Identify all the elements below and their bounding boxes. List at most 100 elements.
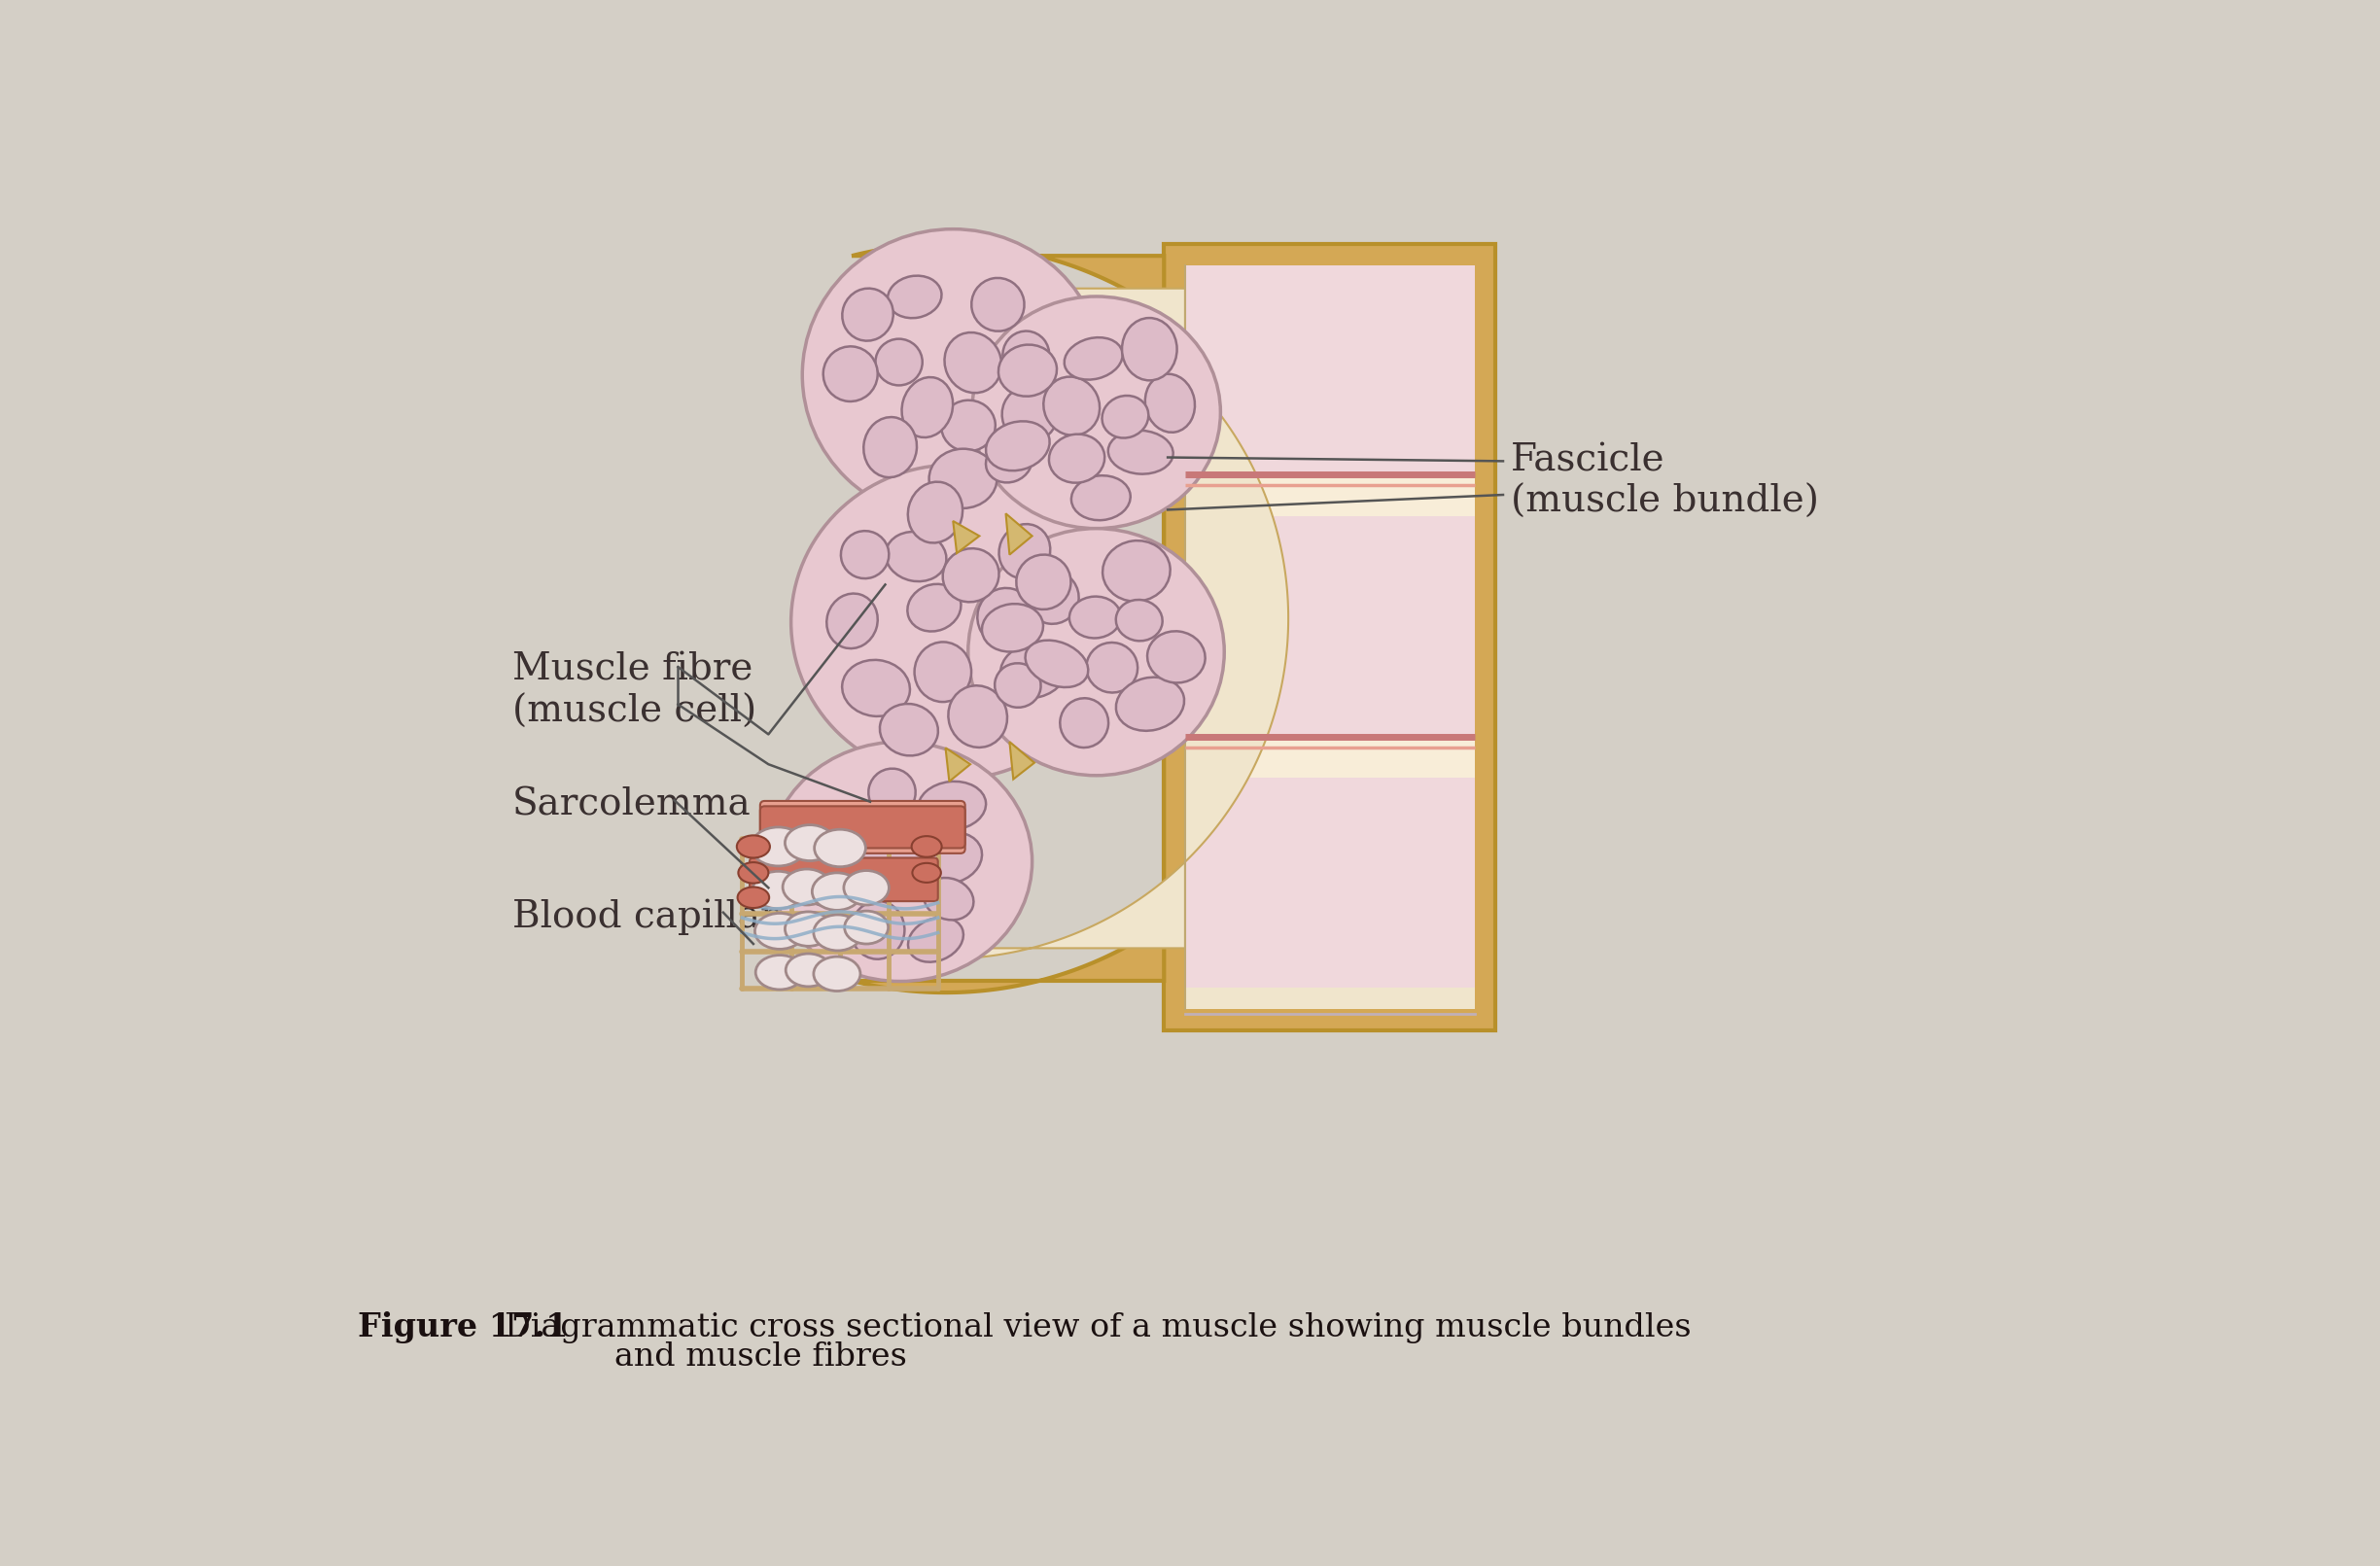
Ellipse shape — [1071, 476, 1130, 520]
Ellipse shape — [852, 900, 904, 958]
Ellipse shape — [1026, 640, 1088, 687]
Ellipse shape — [738, 886, 769, 908]
Ellipse shape — [1059, 698, 1109, 747]
Polygon shape — [852, 244, 1323, 993]
Text: and muscle fibres: and muscle fibres — [614, 1340, 907, 1372]
Text: Blood capillary: Blood capillary — [512, 899, 800, 936]
Ellipse shape — [1116, 600, 1161, 640]
Ellipse shape — [947, 686, 1007, 747]
Ellipse shape — [1069, 597, 1121, 637]
Ellipse shape — [814, 957, 859, 991]
Ellipse shape — [754, 955, 804, 990]
Ellipse shape — [928, 449, 997, 509]
Polygon shape — [952, 521, 981, 553]
Ellipse shape — [995, 664, 1040, 708]
Ellipse shape — [997, 345, 1057, 396]
Bar — [1185, 265, 1476, 474]
Ellipse shape — [969, 528, 1223, 775]
Ellipse shape — [1000, 644, 1066, 698]
Ellipse shape — [971, 296, 1221, 528]
Ellipse shape — [881, 703, 938, 756]
Ellipse shape — [769, 742, 1033, 982]
Bar — [1185, 515, 1476, 736]
Ellipse shape — [823, 346, 878, 401]
Ellipse shape — [1085, 642, 1138, 692]
Ellipse shape — [912, 863, 940, 883]
Ellipse shape — [1042, 377, 1100, 435]
Ellipse shape — [983, 604, 1042, 651]
Ellipse shape — [1064, 337, 1123, 379]
Ellipse shape — [845, 871, 890, 905]
Ellipse shape — [800, 855, 850, 905]
Ellipse shape — [752, 871, 804, 908]
Ellipse shape — [790, 465, 1114, 780]
Ellipse shape — [945, 332, 1002, 393]
Ellipse shape — [1102, 396, 1150, 438]
Ellipse shape — [814, 915, 862, 951]
Ellipse shape — [869, 769, 916, 816]
Ellipse shape — [843, 814, 890, 874]
Ellipse shape — [1102, 540, 1171, 601]
Ellipse shape — [912, 836, 942, 857]
Ellipse shape — [985, 442, 1033, 482]
Ellipse shape — [1121, 318, 1178, 381]
Bar — [1185, 474, 1476, 515]
Bar — [1185, 778, 1476, 987]
Text: Figure 17.1: Figure 17.1 — [357, 1312, 569, 1344]
Ellipse shape — [971, 277, 1023, 330]
Ellipse shape — [914, 642, 971, 702]
Ellipse shape — [812, 872, 862, 910]
Text: Muscle fibre
(muscle cell): Muscle fibre (muscle cell) — [512, 651, 757, 730]
Ellipse shape — [814, 830, 866, 868]
FancyBboxPatch shape — [759, 806, 964, 849]
Ellipse shape — [840, 531, 890, 578]
Ellipse shape — [1050, 434, 1104, 482]
Text: Fascicle
(muscle bundle): Fascicle (muscle bundle) — [1511, 443, 1818, 520]
Ellipse shape — [785, 825, 835, 861]
Ellipse shape — [1109, 431, 1173, 474]
Ellipse shape — [738, 863, 769, 883]
Bar — [1164, 244, 1495, 1030]
Bar — [1185, 736, 1476, 778]
Ellipse shape — [1002, 330, 1050, 379]
Ellipse shape — [985, 421, 1050, 471]
Ellipse shape — [1016, 554, 1071, 609]
Ellipse shape — [826, 594, 878, 648]
Ellipse shape — [942, 548, 1000, 601]
FancyBboxPatch shape — [750, 858, 938, 900]
Ellipse shape — [1026, 572, 1078, 623]
Ellipse shape — [888, 276, 942, 318]
Ellipse shape — [864, 417, 916, 478]
Ellipse shape — [1116, 677, 1185, 731]
Ellipse shape — [1002, 385, 1059, 442]
Ellipse shape — [909, 918, 964, 962]
Polygon shape — [945, 749, 971, 781]
Ellipse shape — [754, 913, 804, 949]
Ellipse shape — [923, 879, 973, 919]
Ellipse shape — [752, 827, 804, 866]
Ellipse shape — [843, 659, 909, 716]
Ellipse shape — [785, 954, 831, 987]
Ellipse shape — [845, 911, 888, 944]
FancyBboxPatch shape — [759, 800, 964, 853]
Ellipse shape — [1000, 525, 1050, 578]
Ellipse shape — [790, 816, 847, 861]
Text: Sarcolemma: Sarcolemma — [512, 786, 752, 822]
Ellipse shape — [919, 781, 985, 830]
Bar — [1185, 265, 1476, 1009]
Ellipse shape — [843, 288, 892, 341]
Ellipse shape — [876, 338, 923, 385]
Ellipse shape — [902, 377, 952, 437]
Ellipse shape — [921, 833, 983, 883]
Ellipse shape — [907, 482, 962, 543]
Ellipse shape — [940, 401, 995, 451]
Ellipse shape — [738, 835, 769, 858]
Polygon shape — [1007, 514, 1033, 554]
Ellipse shape — [885, 532, 947, 581]
Polygon shape — [859, 277, 1288, 958]
Ellipse shape — [1147, 631, 1204, 683]
Ellipse shape — [876, 843, 923, 899]
Ellipse shape — [978, 587, 1033, 645]
Ellipse shape — [785, 911, 831, 946]
Ellipse shape — [783, 869, 831, 905]
